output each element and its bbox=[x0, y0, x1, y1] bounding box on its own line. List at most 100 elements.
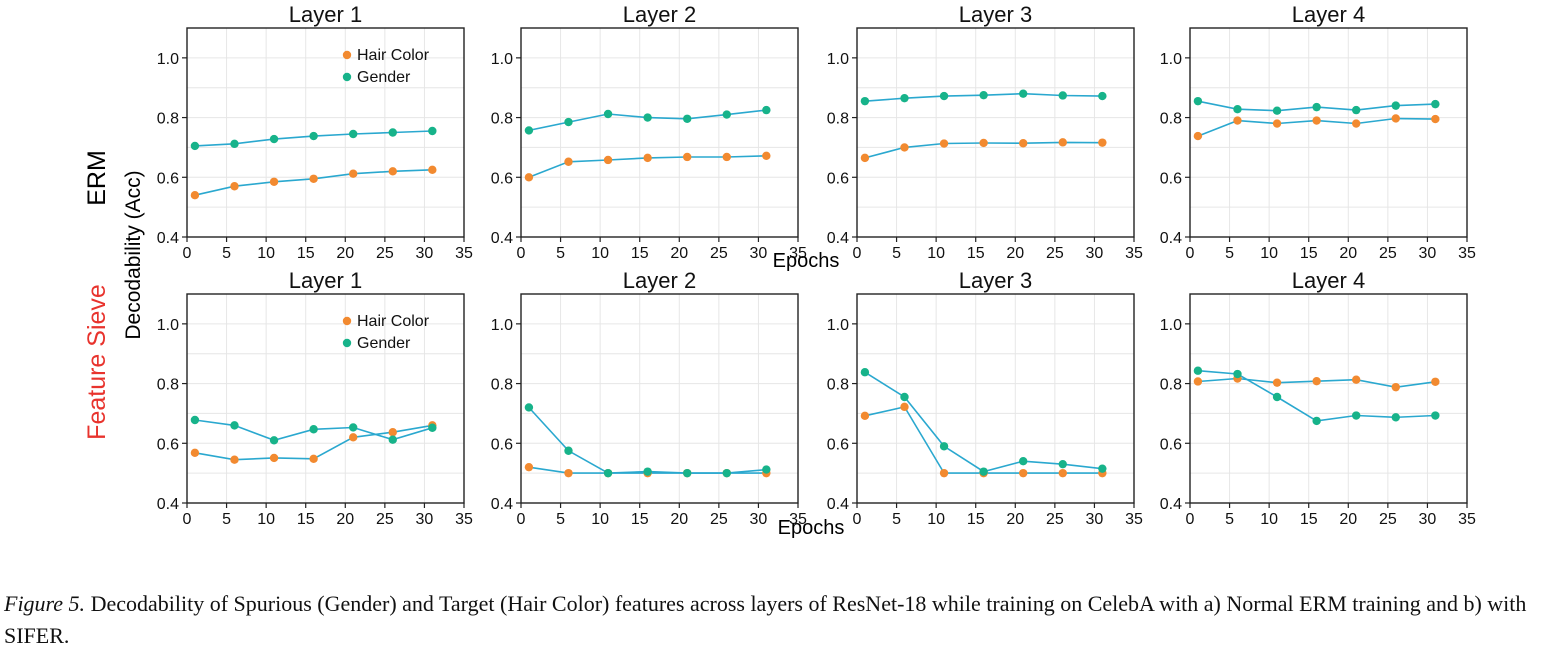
y-tick-label: 0.8 bbox=[157, 111, 179, 128]
x-tick-label: 35 bbox=[789, 511, 807, 528]
x-tick-label: 5 bbox=[222, 511, 231, 528]
y-tick-label: 0.6 bbox=[827, 170, 849, 187]
data-point-hair-color bbox=[349, 433, 358, 442]
x-tick-label: 15 bbox=[297, 511, 315, 528]
legend-label: Hair Color bbox=[357, 47, 430, 64]
x-tick-label: 25 bbox=[1046, 245, 1064, 262]
y-tick-label: 1.0 bbox=[491, 51, 513, 68]
x-tick-label: 10 bbox=[1260, 245, 1278, 262]
y-tick-label: 0.4 bbox=[827, 496, 849, 513]
legend-marker bbox=[342, 72, 352, 82]
x-tick-label: 5 bbox=[1225, 245, 1234, 262]
x-tick-label: 20 bbox=[670, 245, 688, 262]
data-point-gender bbox=[1352, 411, 1361, 420]
data-point-hair-color bbox=[860, 411, 870, 421]
data-point-hair-color bbox=[349, 169, 358, 178]
x-tick-label: 25 bbox=[710, 511, 728, 528]
data-point-hair-color bbox=[939, 139, 949, 148]
y-tick-label: 0.4 bbox=[157, 496, 179, 513]
data-point-hair-color bbox=[1352, 375, 1361, 384]
x-tick-label: 25 bbox=[376, 511, 394, 528]
subplot-title: Layer 1 bbox=[289, 2, 362, 27]
y-tick-label: 0.6 bbox=[491, 436, 513, 453]
x-tick-label: 0 bbox=[517, 245, 526, 262]
data-point-gender bbox=[564, 446, 573, 455]
x-tick-label: 35 bbox=[789, 245, 807, 262]
data-point-hair-color bbox=[1352, 119, 1361, 128]
legend-label: Hair Color bbox=[357, 313, 430, 330]
x-tick-label: 20 bbox=[670, 511, 688, 528]
subplot-1-2: 0 5 10 15 20 25 30 35 0.4 0.6 0.8 1.0 Layer 3 bbox=[827, 268, 1143, 528]
subplot-title: Layer 4 bbox=[1292, 268, 1365, 293]
data-point-gender bbox=[900, 392, 909, 402]
subplot-1-0: 0 5 10 15 20 25 30 35 0.4 0.6 0.8 1.0 Layer 1 Hair Co… bbox=[157, 268, 473, 528]
subplot-title: Layer 3 bbox=[959, 2, 1032, 27]
y-tick-label: 0.6 bbox=[1160, 436, 1182, 453]
x-tick-label: 15 bbox=[1300, 511, 1318, 528]
y-tick-label: 0.4 bbox=[1160, 230, 1182, 247]
subplot-title: Layer 1 bbox=[289, 268, 362, 293]
data-point-gender bbox=[1058, 91, 1067, 100]
data-point-gender bbox=[428, 423, 437, 432]
subplot-1-1: 0 5 10 15 20 25 30 35 0.4 0.6 0.8 1.0 Layer 2 bbox=[491, 268, 807, 528]
data-point-hair-color bbox=[524, 173, 534, 182]
x-tick-label: 10 bbox=[257, 511, 275, 528]
figure-caption: Figure 5. Decodability of Spurious (Gend… bbox=[4, 588, 1562, 652]
x-tick-label: 25 bbox=[710, 245, 728, 262]
subplot-0-3: 0 5 10 15 20 25 30 35 0.4 0.6 0.8 1.0 Layer 4 bbox=[1160, 2, 1476, 262]
data-point-gender bbox=[524, 403, 534, 412]
x-tick-label: 5 bbox=[222, 245, 231, 262]
plot-frame bbox=[1189, 293, 1468, 504]
x-tick-label: 35 bbox=[455, 245, 473, 262]
data-point-hair-color bbox=[1098, 138, 1107, 147]
y-tick-label: 0.6 bbox=[827, 436, 849, 453]
x-tick-label: 5 bbox=[556, 245, 565, 262]
data-point-hair-color bbox=[428, 165, 437, 175]
data-point-hair-color bbox=[309, 454, 318, 464]
data-point-gender bbox=[230, 421, 239, 430]
data-point-gender bbox=[683, 468, 692, 478]
plot-frame bbox=[186, 293, 465, 504]
y-tick-label: 0.6 bbox=[1160, 170, 1182, 187]
y-tick-label: 0.8 bbox=[157, 377, 179, 394]
x-tick-label: 0 bbox=[183, 245, 192, 262]
subplot-title: Layer 4 bbox=[1292, 2, 1365, 27]
x-axis-label-top: Epochs bbox=[773, 250, 840, 272]
data-point-gender bbox=[428, 126, 437, 136]
data-point-hair-color bbox=[1391, 382, 1400, 392]
data-point-hair-color bbox=[1058, 468, 1067, 478]
data-point-gender bbox=[1391, 413, 1400, 422]
x-tick-label: 35 bbox=[1458, 245, 1476, 262]
x-tick-label: 0 bbox=[853, 511, 862, 528]
x-tick-label: 20 bbox=[336, 511, 354, 528]
data-point-gender bbox=[190, 141, 200, 151]
data-point-gender bbox=[860, 368, 870, 377]
data-point-hair-color bbox=[900, 143, 909, 152]
plot-frame bbox=[856, 293, 1135, 504]
data-point-hair-color bbox=[388, 428, 397, 437]
data-point-gender bbox=[309, 425, 318, 434]
y-axis-label: Decodability (Acc) bbox=[122, 170, 145, 339]
y-tick-label: 1.0 bbox=[157, 51, 179, 68]
row-label-feature-sieve: Feature Sieve bbox=[83, 284, 111, 440]
x-tick-label: 15 bbox=[967, 511, 985, 528]
data-point-hair-color bbox=[564, 468, 573, 478]
y-tick-label: 0.4 bbox=[1160, 496, 1182, 513]
data-point-gender bbox=[230, 139, 239, 149]
x-tick-label: 20 bbox=[1006, 511, 1024, 528]
data-point-gender bbox=[564, 117, 573, 127]
x-tick-label: 10 bbox=[1260, 511, 1278, 528]
data-point-gender bbox=[1233, 105, 1242, 114]
x-tick-label: 0 bbox=[1186, 245, 1195, 262]
subplot-1-3: 0 5 10 15 20 25 30 35 0.4 0.6 0.8 1.0 Layer 4 bbox=[1160, 268, 1476, 528]
caption-text: Decodability of Spurious (Gender) and Ta… bbox=[4, 591, 1527, 648]
data-point-hair-color bbox=[1431, 114, 1440, 124]
x-tick-label: 15 bbox=[297, 245, 315, 262]
data-point-hair-color bbox=[979, 138, 988, 148]
legend-label: Gender bbox=[357, 335, 411, 352]
data-point-gender bbox=[349, 423, 358, 432]
subplot-0-1: 0 5 10 15 20 25 30 35 0.4 0.6 0.8 1.0 Layer 2 bbox=[491, 2, 807, 262]
subplot-0-2: 0 5 10 15 20 25 30 35 0.4 0.6 0.8 1.0 Layer 3 bbox=[827, 2, 1143, 262]
data-point-gender bbox=[603, 468, 613, 478]
x-tick-label: 0 bbox=[183, 511, 192, 528]
